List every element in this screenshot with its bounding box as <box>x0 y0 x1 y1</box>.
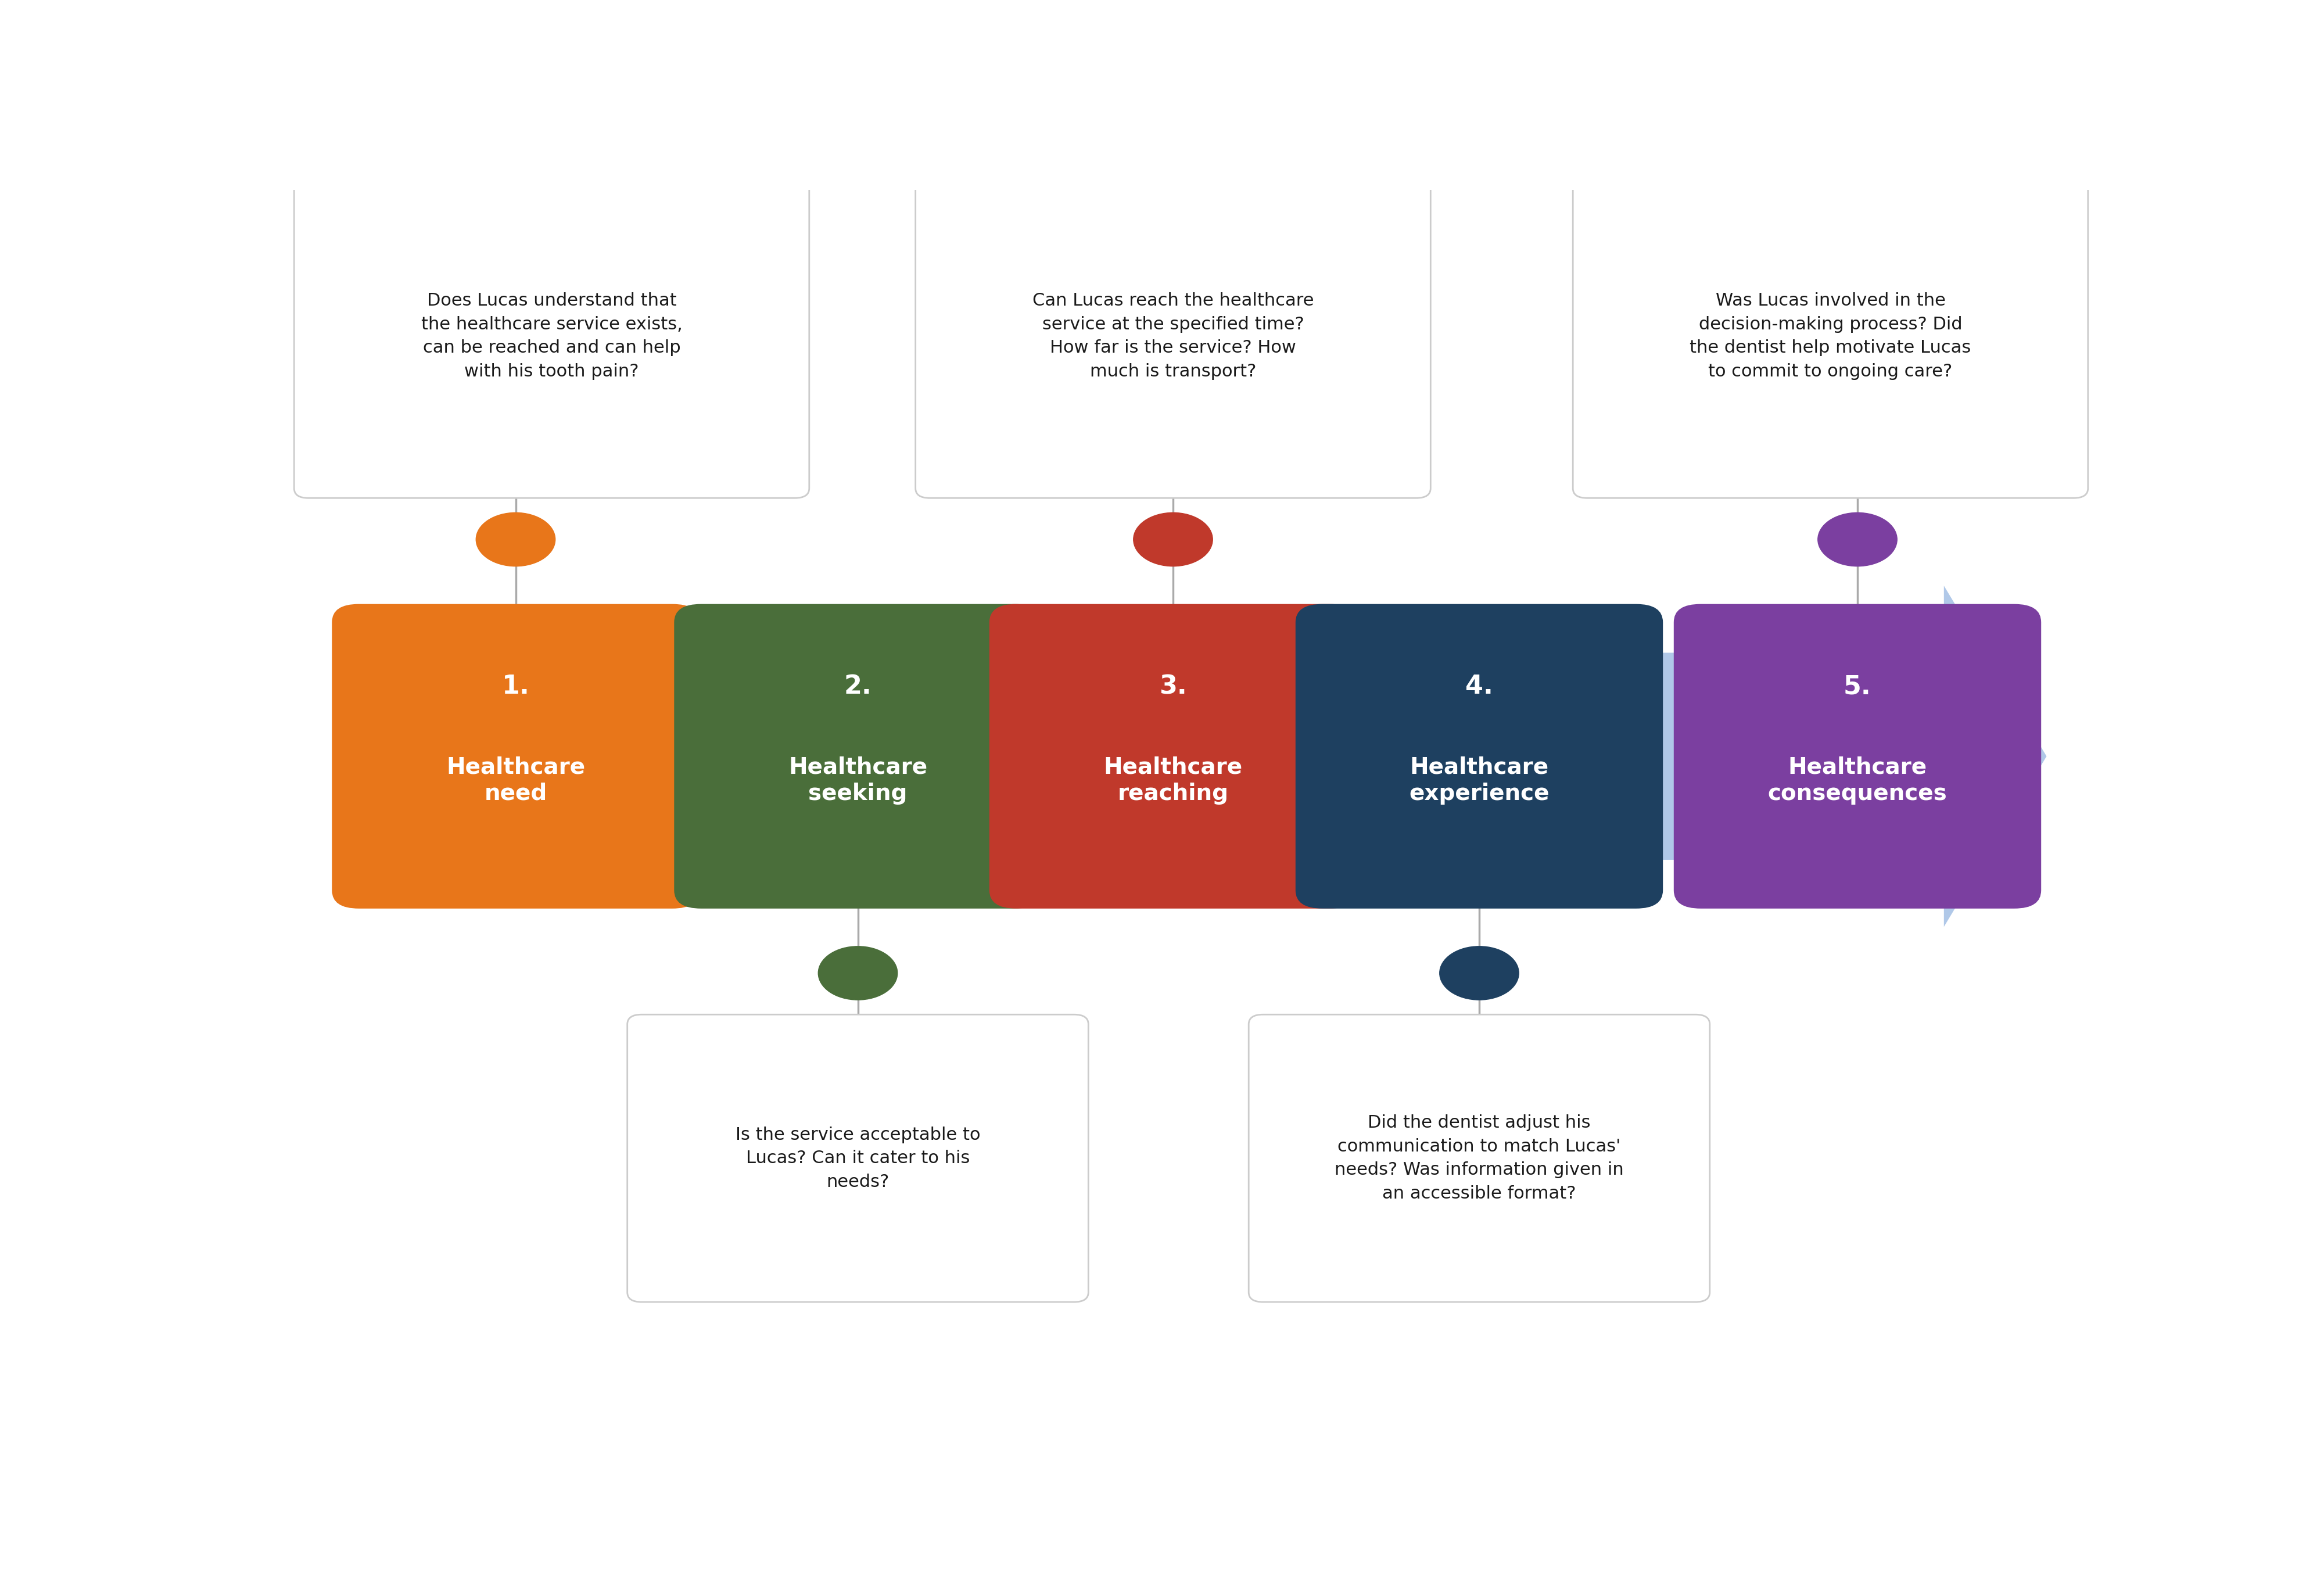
Circle shape <box>476 513 555 566</box>
FancyBboxPatch shape <box>332 604 700 908</box>
FancyBboxPatch shape <box>1294 604 1664 908</box>
Text: Does Lucas understand that
the healthcare service exists,
can be reached and can: Does Lucas understand that the healthcar… <box>421 293 683 380</box>
Circle shape <box>1817 513 1896 566</box>
Text: Can Lucas reach the healthcare
service at the specified time?
How far is the ser: Can Lucas reach the healthcare service a… <box>1032 293 1313 380</box>
FancyBboxPatch shape <box>674 604 1041 908</box>
Text: 5.: 5. <box>1843 674 1871 699</box>
Polygon shape <box>344 585 2047 927</box>
Text: Healthcare
consequences: Healthcare consequences <box>1769 756 1948 805</box>
FancyBboxPatch shape <box>990 604 1357 908</box>
FancyBboxPatch shape <box>916 174 1432 498</box>
Text: 1.: 1. <box>502 674 530 699</box>
Text: 3.: 3. <box>1160 674 1188 699</box>
FancyBboxPatch shape <box>1573 174 2087 498</box>
Text: 4.: 4. <box>1466 674 1492 699</box>
FancyBboxPatch shape <box>295 174 809 498</box>
FancyBboxPatch shape <box>1248 1014 1710 1302</box>
Circle shape <box>1134 513 1213 566</box>
Text: Was Lucas involved in the
decision-making process? Did
the dentist help motivate: Was Lucas involved in the decision-makin… <box>1690 293 1971 380</box>
FancyBboxPatch shape <box>1673 604 2040 908</box>
Circle shape <box>1439 946 1520 1000</box>
Circle shape <box>818 946 897 1000</box>
Text: Did the dentist adjust his
communication to match Lucas'
needs? Was information : Did the dentist adjust his communication… <box>1334 1115 1624 1202</box>
Text: Healthcare
need: Healthcare need <box>446 756 586 805</box>
Text: Healthcare
reaching: Healthcare reaching <box>1104 756 1243 805</box>
Text: 2.: 2. <box>844 674 871 699</box>
Text: Is the service acceptable to
Lucas? Can it cater to his
needs?: Is the service acceptable to Lucas? Can … <box>734 1126 981 1190</box>
FancyBboxPatch shape <box>627 1014 1088 1302</box>
Text: Healthcare
experience: Healthcare experience <box>1408 756 1550 805</box>
Text: Healthcare
seeking: Healthcare seeking <box>788 756 927 805</box>
